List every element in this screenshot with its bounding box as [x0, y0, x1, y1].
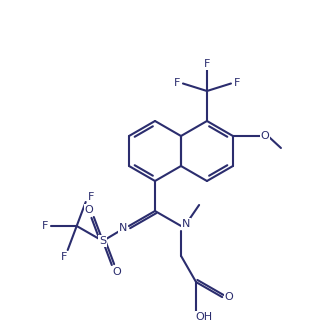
Text: OH: OH [195, 312, 213, 322]
Text: N: N [119, 223, 127, 233]
Text: O: O [225, 292, 233, 302]
Text: F: F [204, 59, 210, 69]
Text: S: S [99, 236, 106, 246]
Text: F: F [88, 192, 94, 202]
Text: O: O [84, 205, 93, 215]
Text: O: O [260, 131, 269, 141]
Text: F: F [42, 221, 48, 231]
Text: F: F [234, 79, 240, 88]
Text: F: F [174, 79, 180, 88]
Text: N: N [182, 219, 190, 229]
Text: F: F [61, 252, 67, 262]
Text: O: O [112, 267, 121, 277]
